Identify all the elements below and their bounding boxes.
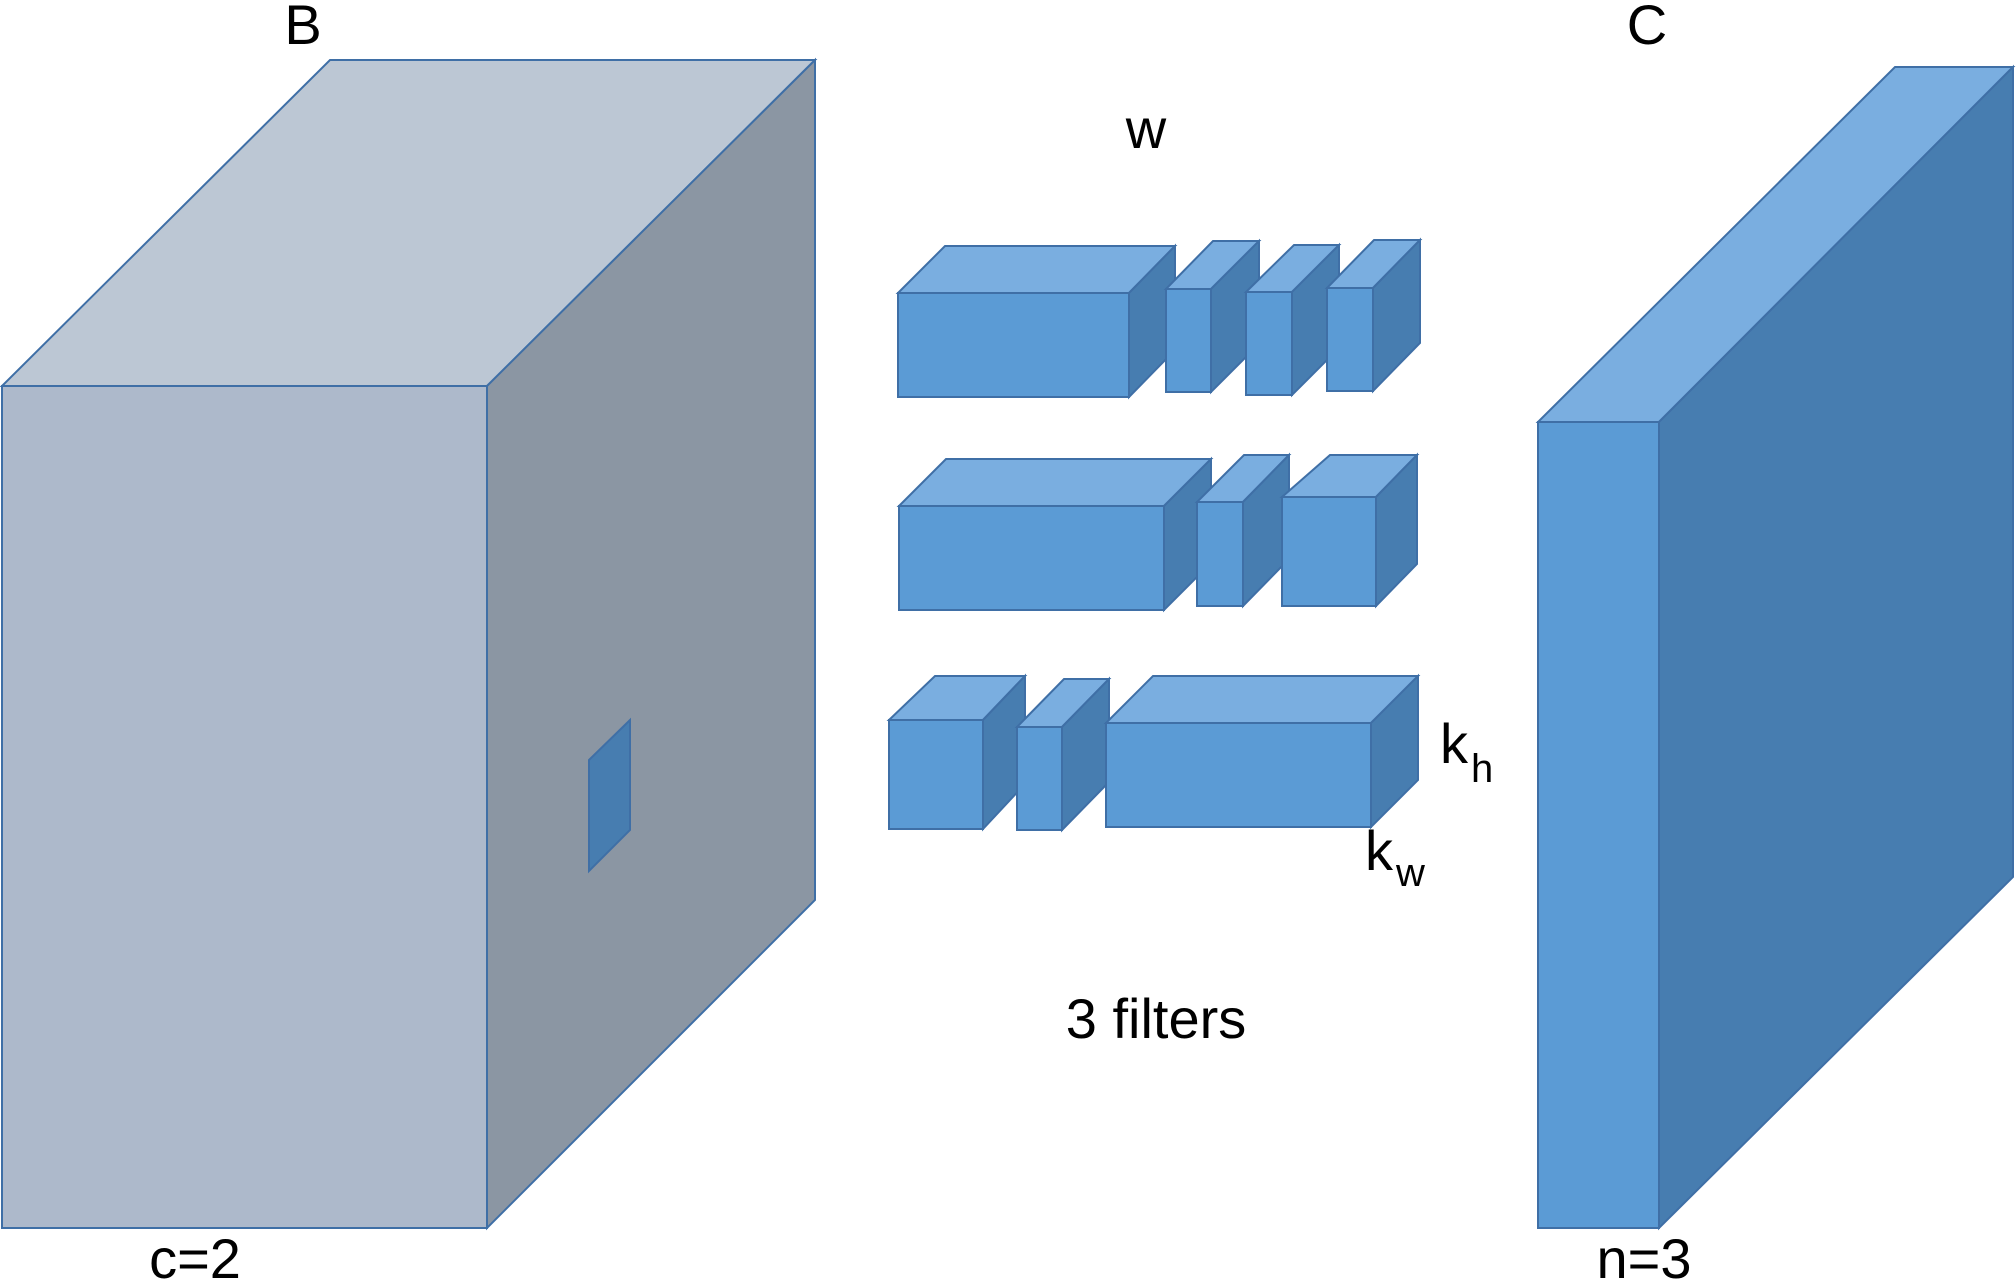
filters-caption: 3 filters bbox=[1066, 987, 1247, 1050]
filter-1-block-1 bbox=[895, 243, 1178, 400]
filter-2-block-1 bbox=[896, 456, 1214, 613]
input-tensor-b bbox=[0, 57, 818, 1231]
output-tensor-front-face bbox=[1537, 421, 1660, 1229]
filter-2-block-2 bbox=[1194, 452, 1292, 609]
filters-group bbox=[886, 237, 1423, 833]
filter-1-block-4 bbox=[1324, 237, 1423, 394]
filter-1-block-3 bbox=[1243, 242, 1342, 398]
input-tensor-label: B bbox=[284, 0, 321, 56]
filter-3-block-2 bbox=[1014, 676, 1112, 833]
filter-2-block-3 bbox=[1279, 452, 1420, 609]
output-tensor-c bbox=[1535, 64, 2016, 1231]
kernel-width-label: k w bbox=[1365, 819, 1425, 895]
filter-3-block-3 bbox=[1103, 673, 1421, 830]
input-tensor-front-face bbox=[1, 385, 488, 1229]
input-patch bbox=[588, 717, 631, 874]
weights-label: w bbox=[1125, 97, 1167, 160]
svg-text:k: k bbox=[1440, 712, 1469, 775]
input-channels-label: c=2 bbox=[149, 1227, 241, 1282]
output-tensor-label: C bbox=[1627, 0, 1667, 56]
output-channels-label: n=3 bbox=[1597, 1227, 1692, 1282]
svg-text:w: w bbox=[1395, 851, 1425, 895]
kernel-height-label: k h bbox=[1440, 712, 1493, 791]
filter-2 bbox=[896, 452, 1420, 613]
filter-1 bbox=[895, 237, 1423, 400]
svg-text:h: h bbox=[1471, 747, 1493, 791]
svg-text:k: k bbox=[1365, 819, 1394, 882]
filter-3-block-1 bbox=[886, 673, 1028, 832]
filter-3 bbox=[886, 673, 1421, 833]
